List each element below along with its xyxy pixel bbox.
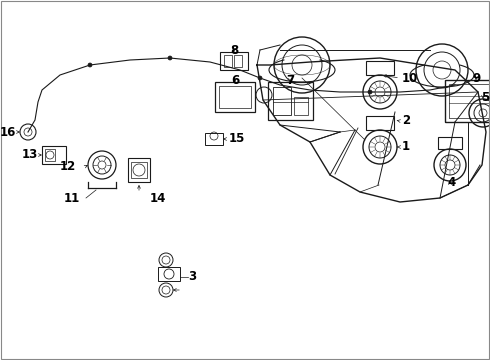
Bar	[45, 149, 55, 161]
Bar	[268, 82, 313, 120]
Bar	[449, 84, 490, 118]
Text: 13: 13	[22, 148, 38, 162]
Bar	[205, 133, 223, 145]
Text: 9: 9	[472, 72, 480, 85]
Text: 4: 4	[448, 176, 456, 189]
Bar	[273, 87, 291, 115]
Text: 15: 15	[229, 132, 245, 145]
Text: 16: 16	[0, 126, 16, 139]
Text: 1: 1	[402, 140, 410, 153]
Text: 12: 12	[60, 159, 76, 172]
Circle shape	[258, 76, 262, 80]
Bar	[131, 162, 147, 178]
Text: 11: 11	[64, 192, 80, 204]
Bar	[215, 82, 255, 112]
Bar	[224, 55, 232, 67]
Text: 3: 3	[188, 270, 196, 284]
Bar	[445, 80, 490, 122]
Circle shape	[168, 56, 172, 60]
Text: 2: 2	[402, 114, 410, 127]
Text: 10: 10	[402, 72, 418, 85]
Bar	[438, 137, 462, 149]
Text: 8: 8	[230, 44, 238, 57]
Bar	[42, 146, 66, 164]
Bar	[220, 52, 248, 70]
Text: 7: 7	[286, 74, 294, 87]
Text: 6: 6	[231, 74, 239, 87]
Text: 14: 14	[150, 192, 167, 204]
Circle shape	[88, 63, 92, 67]
Bar	[158, 267, 180, 281]
Text: 5: 5	[481, 91, 489, 104]
Bar	[294, 97, 308, 115]
Circle shape	[368, 90, 372, 94]
Bar	[366, 116, 394, 130]
Bar	[219, 86, 251, 108]
Bar	[128, 158, 150, 182]
Bar	[366, 61, 394, 75]
Bar	[234, 55, 242, 67]
